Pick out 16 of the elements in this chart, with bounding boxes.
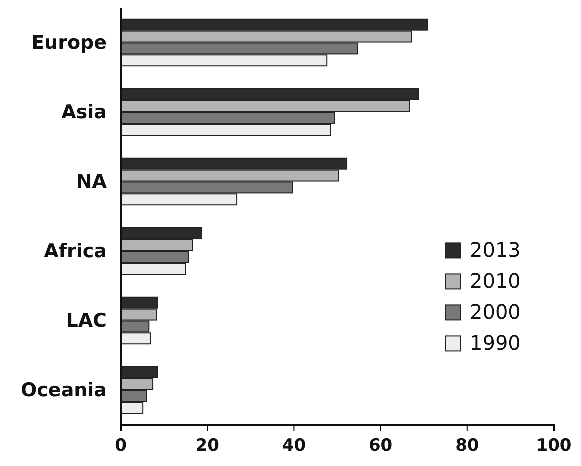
x-tick-label: 80 [456, 436, 480, 456]
y-tick-label: Europe [32, 32, 107, 54]
y-tick-label: Asia [62, 101, 107, 124]
x-tick-label: 20 [196, 436, 220, 456]
y-tick-label: Africa [44, 240, 107, 262]
legend-label: 2000 [470, 300, 521, 324]
legend-label: 2010 [470, 269, 521, 294]
legend-label: 2013 [470, 238, 521, 262]
y-tick-label: Oceania [21, 379, 107, 402]
x-tick-label: 0 [115, 436, 128, 456]
x-tick-label: 60 [368, 436, 393, 456]
y-tick-label: NA [76, 170, 108, 193]
x-tick-label: 100 [536, 436, 572, 456]
x-tick-label: 40 [282, 436, 306, 456]
y-tick-label: LAC [66, 310, 107, 332]
legend-label: 1990 [470, 331, 521, 356]
